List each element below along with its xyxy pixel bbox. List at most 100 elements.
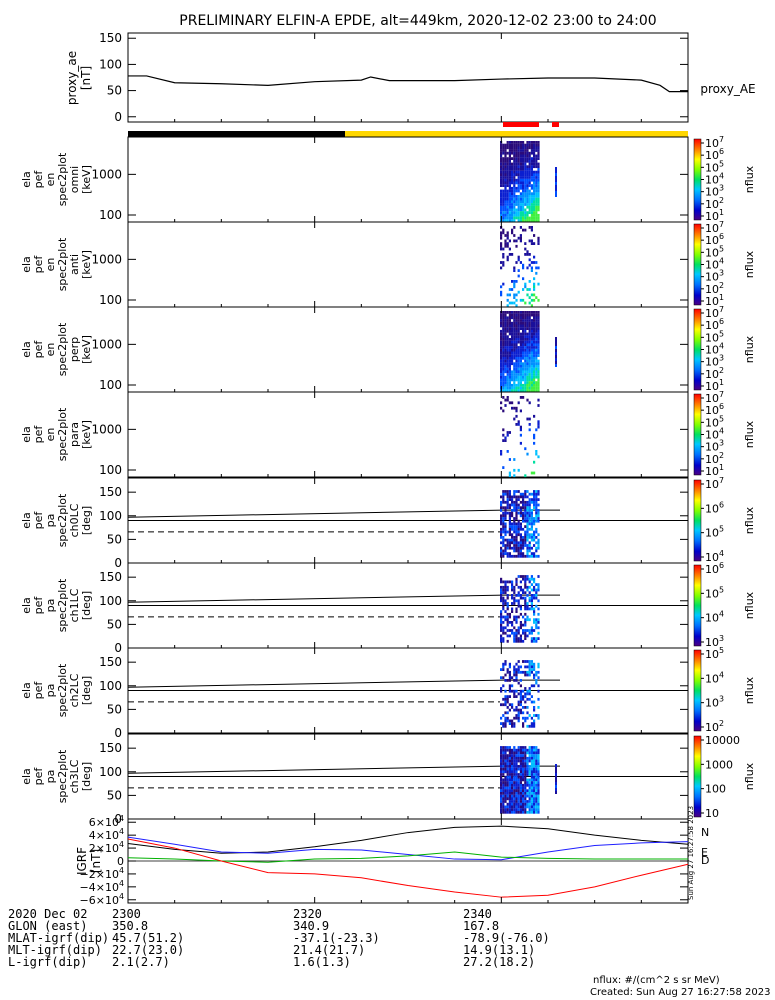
spectrogram-pixel [528, 335, 531, 339]
spectrogram-pixel [537, 282, 540, 286]
spectrogram-pixel [519, 425, 522, 429]
spectrogram-pixel [519, 203, 522, 206]
spectrogram-pixel [519, 765, 522, 768]
spectrogram-pixel [530, 602, 533, 605]
spectrogram-pixel [502, 247, 505, 251]
spectrogram-pixel [502, 373, 505, 376]
colorbar-tick-label: 105 [705, 585, 724, 600]
spectrogram-pixel [508, 216, 511, 220]
spectrogram-pixel [517, 332, 520, 336]
spectrogram-pixel [502, 396, 505, 399]
spectrogram-pixel [513, 211, 516, 214]
spectrogram-pixel [533, 351, 536, 355]
spectrogram-pixel [528, 197, 531, 201]
spectrogram-pixel [530, 186, 533, 190]
spectrogram-pixel [515, 599, 518, 603]
spectrogram-pixel [519, 236, 522, 240]
spectrogram-pixel [526, 778, 529, 782]
spectrogram-pixel [511, 335, 514, 339]
spectrogram-pixel [524, 490, 527, 493]
spectrogram-pixel [502, 253, 505, 256]
spectrogram-pixel [524, 536, 527, 539]
spectrogram-pixel [524, 695, 527, 698]
spectrogram-pixel [502, 316, 505, 320]
spectrogram-pixel [515, 346, 518, 349]
spectrogram-pixel [535, 492, 538, 496]
colorbar-tick-label: 104 [705, 427, 724, 442]
spectrogram-pixel [504, 436, 507, 440]
spectrogram-pixel [524, 762, 527, 766]
spectrogram-pixel [506, 340, 509, 344]
spectrogram-pixel [517, 525, 520, 528]
spectrogram-pixel [528, 514, 531, 518]
spectrogram-pixel [515, 748, 518, 752]
spectrogram-pixel [537, 386, 540, 390]
spectrogram-pixel [515, 544, 518, 547]
spectrogram-pixel [533, 340, 536, 344]
spectrogram-pixel [526, 554, 529, 558]
spectrogram-pixel [526, 660, 529, 663]
spectrogram-pixel [517, 773, 520, 776]
spectrogram-pixel [528, 687, 531, 690]
spectrogram-pixel [528, 498, 531, 501]
spectrogram-pixel [515, 356, 518, 360]
spectrogram-pixel [535, 184, 538, 187]
spectrogram-pixel [504, 673, 507, 677]
spectrogram-pixel [513, 591, 516, 595]
spectrogram-pixel [519, 552, 522, 555]
spectrogram-pixel [537, 546, 540, 550]
spectrogram-pixel [519, 362, 522, 366]
spectrogram-pixel [537, 420, 540, 424]
spectrogram-pixel [517, 692, 520, 696]
spectrogram-pixel [511, 329, 514, 333]
spectrogram-pixel [526, 689, 529, 693]
spectrogram-pixel [502, 282, 505, 286]
spectrogram-pixel [528, 773, 531, 776]
spectrogram-pixel [533, 208, 536, 212]
spectrogram-pixel [517, 195, 520, 198]
spectrogram-pixel [504, 805, 507, 809]
spectrogram-pixel [502, 386, 505, 390]
spectrogram-pixel [537, 213, 540, 217]
spectrogram-pixel [519, 802, 522, 806]
spectrogram-pixel [535, 311, 538, 314]
spectrogram-pixel [506, 375, 509, 379]
spectrogram-pixel [535, 596, 538, 600]
spectrogram-pixel [508, 765, 511, 768]
spectrogram-ylabel: pa [44, 514, 57, 528]
spectrogram-pixel [524, 228, 527, 232]
spectrogram-pixel [500, 637, 503, 640]
spectrogram-frame-anti [127, 221, 689, 308]
spectrogram-pixel [500, 765, 503, 768]
spectrogram-pixel [500, 234, 503, 237]
spectrogram-pixel [533, 313, 536, 317]
spectrogram-frame-omni [127, 136, 689, 223]
spectrogram-pixel [500, 626, 503, 630]
spectrogram-pixel [513, 724, 516, 728]
spectrogram-pixel [522, 356, 525, 360]
spectrogram-pixel [504, 538, 507, 542]
spectrogram-pixel [502, 519, 505, 523]
spectrogram-pixel [533, 285, 536, 289]
spectrogram-ylabel: ela [20, 597, 33, 614]
spectrogram-pixel [528, 176, 531, 179]
spectrogram-pixel [524, 778, 527, 782]
spectrogram-pixel [506, 541, 509, 545]
spectrogram-pixel [500, 261, 503, 264]
spectrogram-pixel [528, 746, 531, 749]
spectrogram-pixel [513, 239, 516, 243]
spectrogram-pixel [537, 329, 540, 333]
spectrogram-pixel [508, 541, 511, 545]
spectrogram-pixel [511, 378, 514, 382]
spectrogram-pixel [526, 383, 529, 387]
spectrogram-pixel [528, 714, 531, 717]
spectrogram-pixel [515, 304, 518, 308]
spectrogram-pixel [522, 159, 525, 163]
spectrogram-pixel [519, 321, 522, 325]
spectrogram-pixel [522, 195, 525, 198]
spectrogram-pixel [517, 591, 520, 595]
spectrogram-pixel [515, 808, 518, 811]
spectrogram-pixel [555, 170, 557, 173]
spectrogram-pixel [533, 765, 536, 768]
spectrogram-pixel [522, 178, 525, 182]
